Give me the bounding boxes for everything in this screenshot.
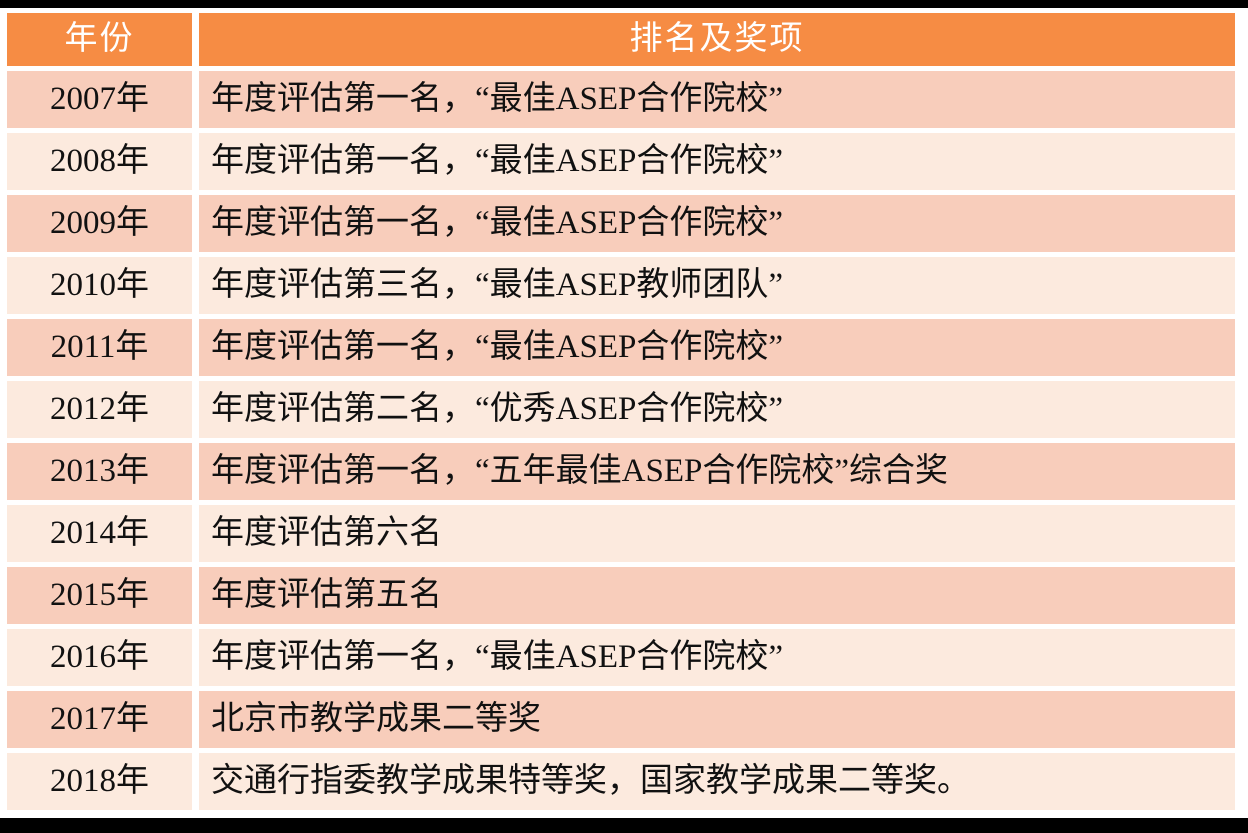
- award-cell: 北京市教学成果二等奖: [199, 691, 1235, 748]
- table-row: 2016年 年度评估第一名，“最佳ASEP合作院校”: [7, 629, 1235, 686]
- year-cell: 2011年: [7, 319, 192, 376]
- table-row: 2015年 年度评估第五名: [7, 567, 1235, 624]
- award-cell: 年度评估第一名，“最佳ASEP合作院校”: [199, 133, 1235, 190]
- year-cell: 2016年: [7, 629, 192, 686]
- year-cell: 2017年: [7, 691, 192, 748]
- table-row: 2011年 年度评估第一名，“最佳ASEP合作院校”: [7, 319, 1235, 376]
- header-row: 年份 排名及奖项: [7, 13, 1235, 66]
- award-cell: 年度评估第一名，“五年最佳ASEP合作院校”综合奖: [199, 443, 1235, 500]
- year-column-header: 年份: [7, 13, 192, 66]
- table-row: 2012年 年度评估第二名，“优秀ASEP合作院校”: [7, 381, 1235, 438]
- award-cell: 年度评估第五名: [199, 567, 1235, 624]
- award-column-header: 排名及奖项: [199, 13, 1235, 66]
- award-cell: 交通行指委教学成果特等奖，国家教学成果二等奖。: [199, 753, 1235, 810]
- year-cell: 2015年: [7, 567, 192, 624]
- table-row: 2014年 年度评估第六名: [7, 505, 1235, 562]
- award-cell: 年度评估第六名: [199, 505, 1235, 562]
- year-cell: 2014年: [7, 505, 192, 562]
- award-cell: 年度评估第三名，“最佳ASEP教师团队”: [199, 257, 1235, 314]
- table-row: 2007年 年度评估第一名，“最佳ASEP合作院校”: [7, 71, 1235, 128]
- year-cell: 2018年: [7, 753, 192, 810]
- awards-table: 年份 排名及奖项 2007年 年度评估第一名，“最佳ASEP合作院校” 2008…: [0, 8, 1242, 815]
- table-row: 2009年 年度评估第一名，“最佳ASEP合作院校”: [7, 195, 1235, 252]
- award-cell: 年度评估第一名，“最佳ASEP合作院校”: [199, 319, 1235, 376]
- year-cell: 2012年: [7, 381, 192, 438]
- year-cell: 2013年: [7, 443, 192, 500]
- award-cell: 年度评估第一名，“最佳ASEP合作院校”: [199, 195, 1235, 252]
- year-cell: 2007年: [7, 71, 192, 128]
- award-cell: 年度评估第一名，“最佳ASEP合作院校”: [199, 71, 1235, 128]
- table-row: 2010年 年度评估第三名，“最佳ASEP教师团队”: [7, 257, 1235, 314]
- award-cell: 年度评估第一名，“最佳ASEP合作院校”: [199, 629, 1235, 686]
- year-cell: 2010年: [7, 257, 192, 314]
- bottom-black-bar: [0, 818, 1248, 833]
- table-row: 2008年 年度评估第一名，“最佳ASEP合作院校”: [7, 133, 1235, 190]
- year-cell: 2008年: [7, 133, 192, 190]
- year-cell: 2009年: [7, 195, 192, 252]
- table-row: 2018年 交通行指委教学成果特等奖，国家教学成果二等奖。: [7, 753, 1235, 810]
- top-black-bar: [0, 0, 1248, 8]
- table-row: 2017年 北京市教学成果二等奖: [7, 691, 1235, 748]
- table-row: 2013年 年度评估第一名，“五年最佳ASEP合作院校”综合奖: [7, 443, 1235, 500]
- award-cell: 年度评估第二名，“优秀ASEP合作院校”: [199, 381, 1235, 438]
